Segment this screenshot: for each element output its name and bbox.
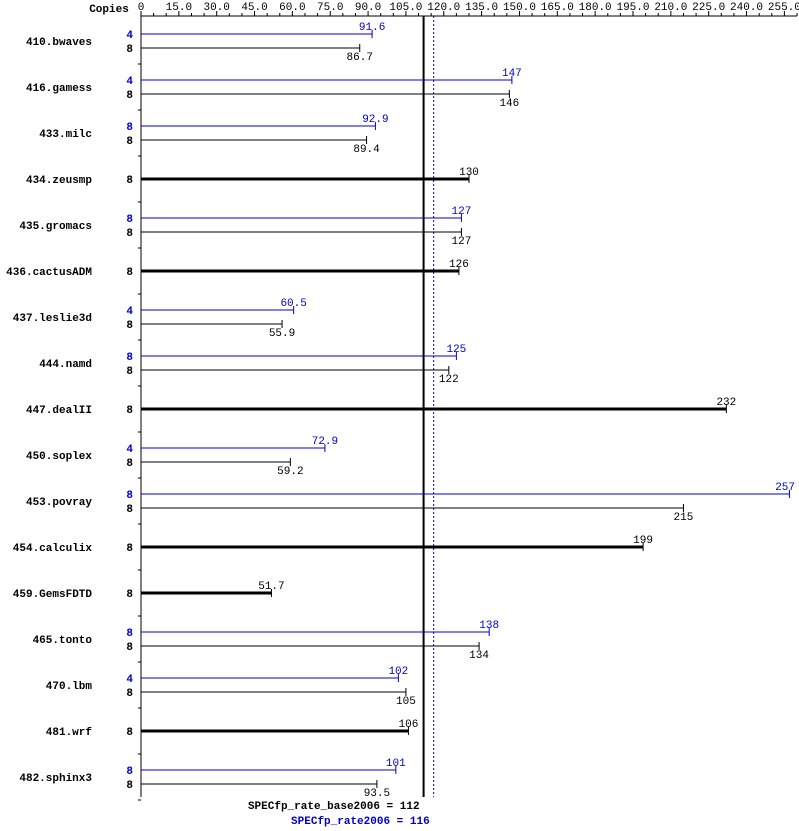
copies-label: 8 (126, 766, 133, 778)
benchmark-label: 437.leslie3d (13, 313, 92, 325)
copies-label: 8 (126, 458, 133, 470)
benchmark-label: 435.gromacs (19, 221, 92, 233)
value-label: 59.2 (277, 466, 303, 478)
copies-label: 4 (126, 674, 133, 686)
benchmark-label: 436.cactusADM (6, 267, 92, 279)
value-label: 126 (449, 259, 469, 271)
copies-label: 8 (126, 780, 133, 792)
svg-text:Copies: Copies (89, 4, 129, 16)
value-label: 72.9 (312, 436, 338, 448)
value-label: 134 (469, 650, 489, 662)
copies-label: 8 (126, 175, 133, 187)
value-label: 60.5 (280, 298, 306, 310)
copies-label: 8 (126, 44, 133, 56)
value-label: 92.9 (362, 114, 388, 126)
copies-label: 8 (126, 267, 133, 279)
value-label: 51.7 (258, 581, 284, 593)
value-label: 125 (446, 344, 466, 356)
benchmark-label: 453.povray (26, 497, 92, 509)
copies-label: 8 (126, 90, 133, 102)
svg-text:225.0: 225.0 (692, 2, 725, 14)
chart-svg: 0 15.0 30.0 45.0 60.0 75.0 90.0 105.0 120.0 135.0… (0, 0, 799, 831)
benchmark-label: 481.wrf (46, 727, 93, 739)
svg-text:15.0: 15.0 (166, 2, 192, 14)
value-label: 89.4 (353, 144, 380, 156)
copies-label: 8 (126, 628, 133, 640)
value-label: 257 (775, 482, 795, 494)
copies-label: 8 (126, 352, 133, 364)
value-label: 146 (499, 98, 519, 110)
copies-label: 8 (126, 228, 133, 240)
value-label: 127 (452, 236, 472, 248)
copies-label: 8 (126, 122, 133, 134)
benchmark-label: 459.GemsFDTD (13, 589, 93, 601)
svg-text:SPECfp_rate_base2006 = 112: SPECfp_rate_base2006 = 112 (248, 801, 420, 813)
benchmark-label: 434.zeusmp (26, 175, 92, 187)
spec-rate-chart: 0 15.0 30.0 45.0 60.0 75.0 90.0 105.0 120.0 135.0… (0, 0, 799, 831)
svg-text:255.0: 255.0 (768, 2, 799, 14)
value-label: 86.7 (347, 52, 373, 64)
svg-text:45.0: 45.0 (241, 2, 267, 14)
copies-label: 4 (126, 444, 133, 456)
value-label: 91.6 (359, 22, 385, 34)
benchmark-label: 444.namd (39, 359, 92, 371)
value-label: 55.9 (269, 328, 295, 340)
value-label: 122 (439, 374, 459, 386)
svg-text:210.0: 210.0 (654, 2, 687, 14)
value-label: 106 (399, 719, 419, 731)
copies-label: 8 (126, 688, 133, 700)
copies-label: 8 (126, 543, 133, 555)
benchmark-label: 454.calculix (13, 543, 93, 555)
svg-text:75.0: 75.0 (317, 2, 343, 14)
svg-text:120.0: 120.0 (427, 2, 460, 14)
value-label: 215 (674, 512, 694, 524)
value-label: 199 (633, 535, 653, 547)
svg-text:165.0: 165.0 (541, 2, 574, 14)
value-label: 147 (502, 68, 522, 80)
value-label: 102 (388, 666, 408, 678)
copies-label: 8 (126, 136, 133, 148)
svg-text:180.0: 180.0 (579, 2, 612, 14)
copies-label: 4 (126, 76, 133, 88)
value-label: 127 (452, 206, 472, 218)
svg-text:30.0: 30.0 (203, 2, 229, 14)
benchmark-label: 450.soplex (26, 451, 92, 463)
value-label: 101 (386, 758, 406, 770)
svg-text:240.0: 240.0 (730, 2, 763, 14)
copies-label: 8 (126, 214, 133, 226)
benchmark-label: 465.tonto (33, 635, 93, 647)
benchmark-label: 433.milc (39, 129, 92, 141)
copies-label: 8 (126, 490, 133, 502)
svg-text:0: 0 (138, 2, 145, 14)
copies-label: 8 (126, 320, 133, 332)
copies-label: 8 (126, 589, 133, 601)
copies-label: 4 (126, 306, 133, 318)
svg-text:SPECfp_rate2006 = 116: SPECfp_rate2006 = 116 (291, 816, 430, 828)
svg-text:135.0: 135.0 (465, 2, 498, 14)
copies-label: 8 (126, 405, 133, 417)
benchmark-label: 447.dealII (26, 405, 92, 417)
value-label: 93.5 (364, 788, 390, 800)
copies-label: 8 (126, 504, 133, 516)
benchmark-label: 416.gamess (26, 83, 92, 95)
copies-label: 8 (126, 366, 133, 378)
benchmark-label: 470.lbm (46, 681, 93, 693)
value-label: 105 (396, 696, 416, 708)
benchmark-label: 410.bwaves (26, 37, 92, 49)
svg-text:60.0: 60.0 (279, 2, 305, 14)
benchmark-label: 482.sphinx3 (19, 773, 92, 785)
copies-label: 8 (126, 642, 133, 654)
value-label: 232 (716, 397, 736, 409)
svg-text:90.0: 90.0 (355, 2, 381, 14)
value-label: 130 (459, 167, 479, 179)
svg-text:150.0: 150.0 (503, 2, 536, 14)
copies-label: 8 (126, 727, 133, 739)
value-label: 138 (479, 620, 499, 632)
svg-text:195.0: 195.0 (616, 2, 649, 14)
copies-label: 4 (126, 30, 133, 42)
svg-text:105.0: 105.0 (389, 2, 422, 14)
